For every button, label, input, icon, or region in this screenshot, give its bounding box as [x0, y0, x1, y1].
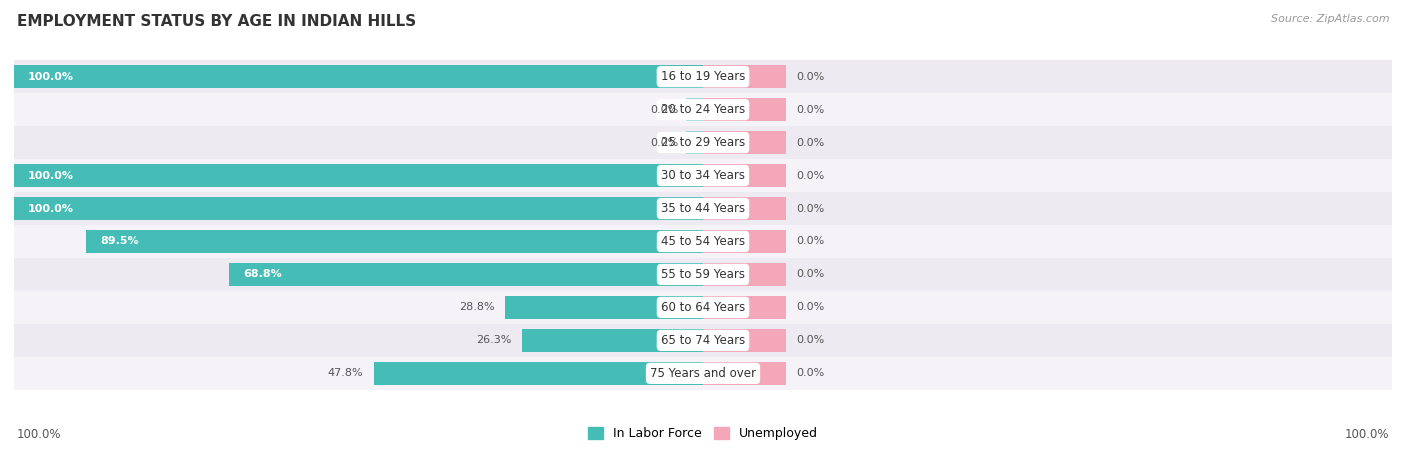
Text: 47.8%: 47.8% [328, 369, 363, 378]
Bar [14, 291, 1392, 324]
Bar [14, 65, 703, 88]
Bar [703, 164, 786, 187]
Text: 26.3%: 26.3% [477, 335, 512, 346]
Text: EMPLOYMENT STATUS BY AGE IN INDIAN HILLS: EMPLOYMENT STATUS BY AGE IN INDIAN HILLS [17, 14, 416, 28]
Text: 0.0%: 0.0% [796, 270, 824, 279]
Text: 25 to 29 Years: 25 to 29 Years [661, 136, 745, 149]
Text: 100.0%: 100.0% [28, 72, 75, 81]
Text: 45 to 54 Years: 45 to 54 Years [661, 235, 745, 248]
Bar [703, 230, 786, 253]
Text: 0.0%: 0.0% [796, 138, 824, 148]
Bar [229, 263, 703, 286]
Text: 100.0%: 100.0% [1344, 428, 1389, 441]
Bar [522, 329, 703, 351]
Bar [703, 329, 786, 351]
Text: 0.0%: 0.0% [796, 171, 824, 180]
Bar [686, 99, 703, 121]
Bar [14, 357, 1392, 390]
Bar [686, 131, 703, 154]
Bar [14, 159, 1392, 192]
Bar [703, 197, 786, 220]
Bar [14, 197, 703, 220]
Bar [14, 60, 1392, 93]
Text: 0.0%: 0.0% [651, 104, 679, 115]
Text: 0.0%: 0.0% [796, 302, 824, 312]
Text: 100.0%: 100.0% [28, 203, 75, 213]
Text: 60 to 64 Years: 60 to 64 Years [661, 301, 745, 314]
Text: 30 to 34 Years: 30 to 34 Years [661, 169, 745, 182]
Text: 65 to 74 Years: 65 to 74 Years [661, 334, 745, 347]
Text: 20 to 24 Years: 20 to 24 Years [661, 103, 745, 116]
Bar [14, 258, 1392, 291]
Text: 100.0%: 100.0% [17, 428, 62, 441]
Text: 16 to 19 Years: 16 to 19 Years [661, 70, 745, 83]
Text: 0.0%: 0.0% [796, 104, 824, 115]
Bar [703, 362, 786, 385]
Text: 0.0%: 0.0% [796, 369, 824, 378]
Legend: In Labor Force, Unemployed: In Labor Force, Unemployed [583, 422, 823, 445]
Text: 89.5%: 89.5% [100, 237, 139, 247]
Text: Source: ZipAtlas.com: Source: ZipAtlas.com [1271, 14, 1389, 23]
Bar [14, 93, 1392, 126]
Bar [86, 230, 703, 253]
Text: 0.0%: 0.0% [796, 335, 824, 346]
Text: 100.0%: 100.0% [28, 171, 75, 180]
Text: 0.0%: 0.0% [796, 72, 824, 81]
Bar [374, 362, 703, 385]
Text: 0.0%: 0.0% [651, 138, 679, 148]
Bar [703, 131, 786, 154]
Text: 35 to 44 Years: 35 to 44 Years [661, 202, 745, 215]
Text: 55 to 59 Years: 55 to 59 Years [661, 268, 745, 281]
Text: 0.0%: 0.0% [796, 203, 824, 213]
Bar [703, 65, 786, 88]
Bar [14, 225, 1392, 258]
Bar [14, 192, 1392, 225]
Bar [703, 263, 786, 286]
Text: 68.8%: 68.8% [243, 270, 281, 279]
Bar [14, 126, 1392, 159]
Text: 75 Years and over: 75 Years and over [650, 367, 756, 380]
Bar [14, 164, 703, 187]
Bar [505, 296, 703, 319]
Bar [14, 324, 1392, 357]
Bar [703, 296, 786, 319]
Text: 28.8%: 28.8% [458, 302, 495, 312]
Text: 0.0%: 0.0% [796, 237, 824, 247]
Bar [703, 99, 786, 121]
